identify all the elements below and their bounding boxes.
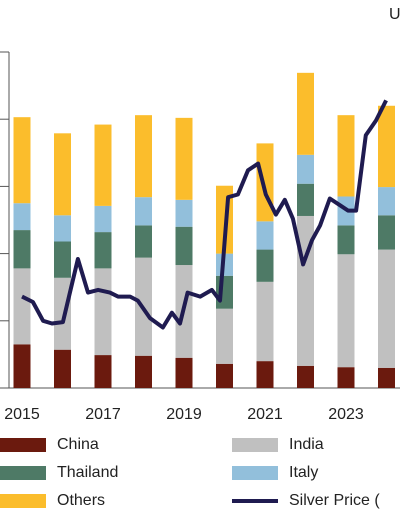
legend-label: China: [57, 436, 99, 453]
bar-segment: [54, 215, 71, 242]
bar-segment: [256, 221, 274, 250]
bar-segment: [216, 308, 233, 364]
bar-segment: [256, 281, 274, 362]
bar-segment: [135, 355, 152, 388]
bar-segment: [297, 154, 314, 184]
legend-swatch: [232, 466, 278, 480]
bar-segment: [378, 249, 395, 368]
bar-segment: [297, 183, 314, 216]
bar-segment: [175, 357, 193, 388]
x-tick-label: 2023: [328, 406, 364, 423]
x-tick-label: 2021: [247, 406, 283, 423]
bar-segment: [94, 268, 112, 356]
bar-segment: [256, 249, 274, 282]
legend-label: Italy: [289, 464, 318, 481]
bar-segment: [175, 226, 193, 266]
legend-label: Others: [57, 492, 105, 509]
bar-segment: [94, 124, 112, 206]
bar-segment: [378, 105, 395, 188]
bar-segment: [54, 277, 71, 350]
legend-swatch: [0, 494, 46, 508]
legend-label: Silver Price (: [289, 492, 380, 509]
bar-segment: [216, 363, 233, 388]
bar-segment: [94, 205, 112, 233]
bar-segment: [256, 143, 274, 222]
bar-segment: [135, 225, 152, 258]
bar-segment: [378, 187, 395, 216]
bar-segment: [216, 275, 233, 309]
legend-label: Thailand: [57, 464, 118, 481]
line: [21, 99, 388, 330]
bar-segment: [135, 197, 152, 226]
bar-segment: [135, 115, 152, 198]
bar-segment: [297, 72, 314, 155]
bar-segment: [54, 241, 71, 278]
bar-segment: [256, 361, 274, 388]
bar-segment: [378, 367, 395, 388]
bar-segment: [175, 117, 193, 200]
legend-swatch: [232, 438, 278, 452]
legend-label: India: [289, 436, 324, 453]
bar-segment: [13, 203, 31, 231]
x-tick-label: 2015: [4, 406, 40, 423]
bar-segment: [175, 199, 193, 227]
bar-segment: [337, 254, 355, 368]
bar-segment: [297, 365, 314, 388]
bar-segment: [13, 230, 31, 269]
bar-segment: [13, 344, 31, 388]
bar-segment: [337, 115, 355, 197]
bar-segment: [337, 225, 355, 255]
bar-segment: [54, 349, 71, 388]
bar-segment: [13, 117, 31, 204]
bar-segment: [337, 367, 355, 388]
bar-segment: [13, 268, 31, 345]
bar-segment: [94, 355, 112, 388]
y2-axis-label: U: [389, 6, 400, 23]
bar-segment: [94, 232, 112, 269]
legend-swatch: [0, 438, 46, 452]
bar-segment: [378, 215, 395, 250]
x-tick-label: 2019: [166, 406, 202, 423]
legend-swatch: [0, 466, 46, 480]
x-tick-label: 2017: [85, 406, 121, 423]
bar-segment: [54, 133, 71, 216]
